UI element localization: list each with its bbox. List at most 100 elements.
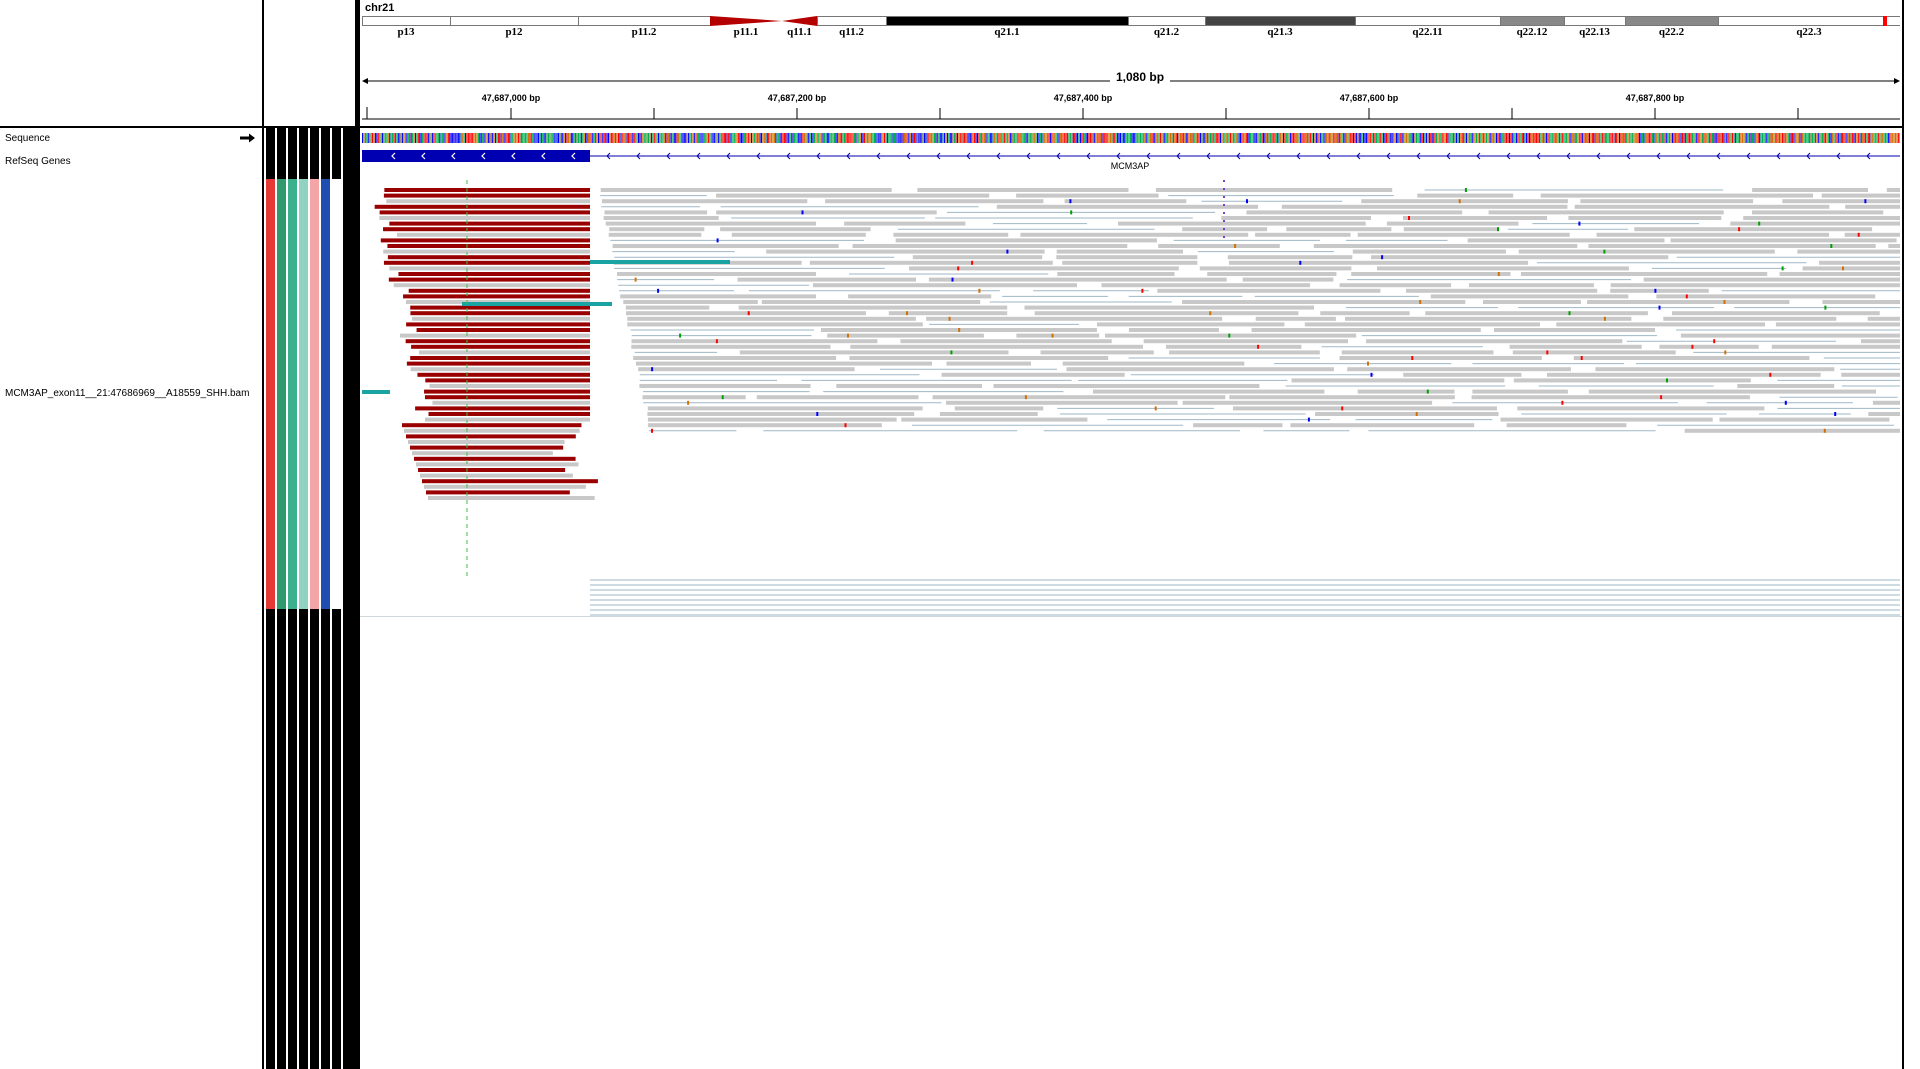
base [1593,133,1595,143]
base [908,133,910,143]
base [756,133,758,143]
base [662,133,664,143]
read [428,412,590,416]
base [906,133,908,143]
base [1671,133,1673,143]
cytoband [1564,16,1626,26]
mismatch [1546,350,1549,355]
base [1267,133,1269,143]
base [725,133,727,143]
base [1704,133,1706,143]
base [962,133,964,143]
chromosome-label[interactable]: chr21 [365,2,395,14]
read [1580,199,1754,204]
base [1696,133,1698,143]
attribute-columns[interactable] [262,128,357,1069]
base [399,133,401,143]
read [946,400,1178,405]
track-name-sequence[interactable]: Sequence [5,133,51,144]
attribute-cell[interactable] [299,179,308,609]
base [1819,133,1821,143]
ruler[interactable] [362,104,1900,128]
track-name-refseq-genes[interactable]: RefSeq Genes [5,156,71,167]
base [1646,133,1648,143]
base [1853,133,1855,143]
base [1524,133,1526,143]
read [410,305,590,310]
base [715,133,717,143]
base [585,133,587,143]
base [1435,133,1438,143]
base [1896,133,1898,143]
attribute-cell[interactable] [321,179,330,609]
right-arrow-icon[interactable] [240,133,255,143]
read [1361,199,1568,204]
base [539,133,541,143]
read [1158,244,1280,248]
base [825,133,827,143]
read [379,216,590,220]
base [462,133,464,143]
read [1242,277,1334,282]
attribute-cell[interactable] [310,179,319,609]
base [1295,133,1297,143]
base [1152,133,1154,143]
base [1420,133,1422,143]
base [956,133,958,143]
read [1097,322,1285,327]
base [976,133,978,143]
read [1472,389,1568,394]
attribute-cell[interactable] [332,179,341,609]
read [939,412,1038,416]
read [418,468,566,472]
base [1729,133,1731,143]
base [1467,133,1469,143]
chromosome-ideogram[interactable] [362,16,1900,26]
base [1320,133,1322,143]
mismatch [1307,417,1310,422]
base [1181,133,1183,143]
mismatch [1464,188,1467,192]
base [1441,133,1443,143]
base [643,133,645,143]
base [842,133,844,143]
base [793,133,795,143]
read [1281,204,1568,209]
base [1810,133,1812,143]
base [755,133,757,143]
cytoband [450,16,579,26]
read [627,322,923,327]
base [629,133,631,143]
base [1221,133,1223,143]
ruler-label: 47,687,400 bp [1053,93,1113,103]
refseq-gene-track[interactable] [362,148,1900,164]
base [1844,133,1847,143]
base [1202,133,1204,143]
base [811,133,813,143]
base [400,133,402,143]
read [631,344,831,349]
base [505,133,507,143]
alignment-track[interactable] [362,180,1900,620]
attribute-cell[interactable] [288,179,297,609]
base [1115,133,1117,143]
track-name-bam[interactable]: MCM3AP_exon11__21:47686969__A18559_SHH.b… [5,388,250,399]
base [382,133,384,143]
sequence-track[interactable] [362,133,1900,143]
base [1548,133,1550,143]
read [411,344,590,349]
read [620,294,816,299]
base [1294,133,1296,143]
base [683,133,685,143]
base [1211,133,1213,143]
attribute-cell[interactable] [266,179,275,609]
base [450,133,452,143]
base [881,133,883,143]
mismatch [1024,395,1027,400]
base [1727,133,1729,143]
attribute-cell[interactable] [277,179,286,609]
base [1832,133,1834,143]
base [1586,133,1588,143]
read [1513,378,1751,383]
base [892,133,894,143]
